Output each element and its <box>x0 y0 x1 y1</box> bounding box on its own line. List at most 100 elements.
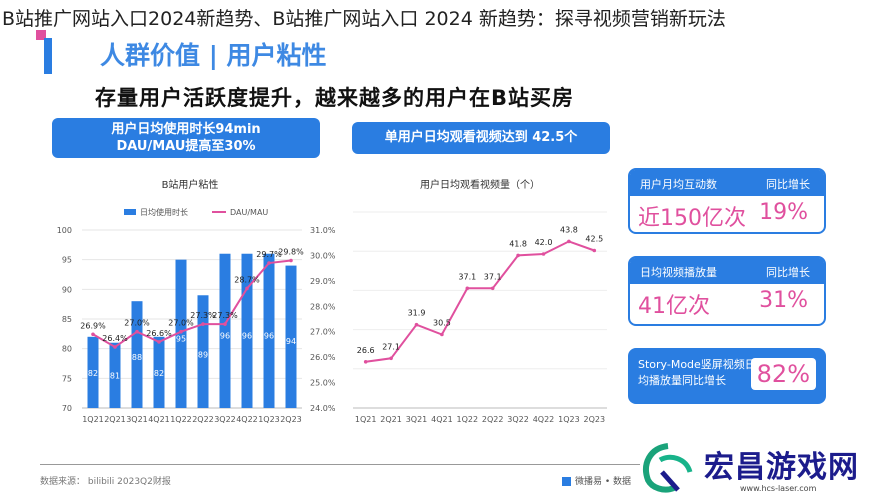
chart-title: 用户日均观看视频量（个） <box>420 178 540 191</box>
x-tick-label: 2Q22 <box>482 415 504 424</box>
line-point <box>363 360 368 364</box>
section-heading: 人群价值 | 用户粘性 <box>100 41 327 70</box>
usage-banner-line2: DAU/MAU提高至30% <box>116 139 256 154</box>
y-tick-label-left: 95 <box>62 256 72 265</box>
line-point <box>135 329 139 334</box>
y-tick-label-left: 80 <box>62 345 72 354</box>
line-value-label: 43.8 <box>560 225 578 234</box>
bar <box>109 342 121 408</box>
line-point <box>179 329 183 334</box>
line-point <box>389 356 393 361</box>
x-tick-label: 3Q22 <box>214 415 236 424</box>
y-tick-label-right: 30.0% <box>310 251 336 260</box>
card-header <box>630 258 824 284</box>
legend-label: 日均使用时长 <box>140 207 188 217</box>
daily-videos-chart: 用户日均观看视频量（个） 1Q21 2Q21 3Q21 4Q21 1Q22 2Q22 3Q22… <box>353 178 607 424</box>
line-series <box>365 240 595 363</box>
line-point <box>541 252 546 256</box>
line-point <box>223 322 227 326</box>
bar <box>263 253 275 408</box>
page-title: B站推广网站入口2024新趋势、B站推广网站入口 2024 新趋势：探寻视频营销… <box>2 8 726 30</box>
x-tick-label: 1Q22 <box>457 415 479 424</box>
line-point <box>440 332 444 337</box>
bar <box>131 301 143 408</box>
line-value-label: 42.0 <box>535 238 553 247</box>
y-tick-label-left: 75 <box>62 374 72 383</box>
line-value-label: 27.3% <box>212 311 238 320</box>
y-tick-label-right: 25.0% <box>310 379 336 388</box>
y-tick-label-left: 70 <box>62 404 72 413</box>
card-value: 近150亿次 <box>638 206 746 231</box>
bar <box>241 253 253 408</box>
x-tick-label: 2Q22 <box>192 415 214 424</box>
bar-value-label: 96 <box>220 332 230 341</box>
bar-value-label: 96 <box>242 332 252 341</box>
x-tick-label: 4Q22 <box>236 415 258 424</box>
story-mode-card: Story-Mode竖屏视频日均播放量同比增长 82% <box>628 348 826 404</box>
footer-brand-text: 微播易 • 数据 <box>575 477 632 487</box>
brand-square-icon <box>562 477 571 486</box>
x-tick-label: 1Q23 <box>558 415 580 424</box>
x-tick-label: 1Q22 <box>170 415 192 424</box>
headline: 存量用户活跃度提升，越来越多的用户在B站买房 <box>95 86 575 110</box>
usage-banner: 用户日均使用时长94min DAU/MAU提高至30% <box>52 118 320 158</box>
bar-value-label: 88 <box>132 353 142 362</box>
x-tick-label: 2Q21 <box>380 415 402 424</box>
story-mode-value: 82% <box>750 358 816 390</box>
line-value-label: 27.1 <box>382 342 400 351</box>
card-label: 用户月均互动数 <box>640 178 717 191</box>
legend-label: DAU/MAU <box>230 208 268 217</box>
interaction-card: 用户月均互动数 同比增长 近150亿次 19% <box>628 168 826 234</box>
bar-value-label: 89 <box>198 350 208 359</box>
card-growth-value: 19% <box>759 200 808 225</box>
story-mode-label: Story-Mode竖屏视频日均播放量同比增长 <box>638 358 756 387</box>
line-series <box>92 259 292 349</box>
line-point <box>567 239 571 244</box>
line-value-label: 26.6% <box>146 329 172 338</box>
bar <box>153 336 165 408</box>
line-point <box>516 253 520 258</box>
line-value-label: 26.9% <box>80 321 106 330</box>
bar <box>285 265 297 408</box>
card-header <box>630 170 824 196</box>
line-point <box>91 332 95 337</box>
line-value-label: 31.9 <box>408 309 426 318</box>
line-value-label: 42.5 <box>585 235 603 244</box>
y-tick-label-left: 100 <box>57 226 72 235</box>
card-growth-value: 31% <box>759 288 808 313</box>
footer-brand: 微播易 • 数据 <box>562 474 631 487</box>
y-tick-label-right: 26.0% <box>310 353 336 362</box>
y-tick-label-right: 31.0% <box>310 226 336 235</box>
x-tick-label: 2Q23 <box>280 415 302 424</box>
x-tick-label: 4Q21 <box>431 415 453 424</box>
bar-value-label: 82 <box>88 369 98 378</box>
bar <box>197 295 209 408</box>
line-value-label: 29.8% <box>278 248 304 257</box>
line-value-label: 30.5 <box>433 319 451 328</box>
y-tick-label-left: 85 <box>62 315 72 324</box>
x-tick-label: 1Q21 <box>355 415 377 424</box>
x-tick-label: 3Q21 <box>126 415 148 424</box>
bar-value-label: 82 <box>154 369 164 378</box>
footer-divider <box>40 464 640 465</box>
y-tick-label-right: 28.0% <box>310 302 336 311</box>
line-value-label: 27.3% <box>190 311 216 320</box>
x-tick-label: 4Q21 <box>148 415 170 424</box>
bar <box>87 336 99 408</box>
line-value-label: 37.1 <box>484 272 502 281</box>
line-point <box>245 286 249 291</box>
line-point <box>465 286 470 291</box>
card-value: 41亿次 <box>638 294 710 319</box>
line-point <box>592 248 597 253</box>
line-value-label: 27.0% <box>168 319 194 328</box>
y-tick-label-right: 27.0% <box>310 328 336 337</box>
line-value-label: 26.4% <box>102 334 128 343</box>
x-tick-label: 3Q22 <box>507 415 529 424</box>
card-label: 日均视频播放量 <box>640 266 717 279</box>
bar-value-label: 94 <box>286 337 296 346</box>
chart-title: B站用户粘性 <box>162 178 219 191</box>
watermark-url: www.hcs-laser.com <box>740 484 817 493</box>
title-accent-blue <box>44 38 52 74</box>
y-tick-label-left: 90 <box>62 285 72 294</box>
